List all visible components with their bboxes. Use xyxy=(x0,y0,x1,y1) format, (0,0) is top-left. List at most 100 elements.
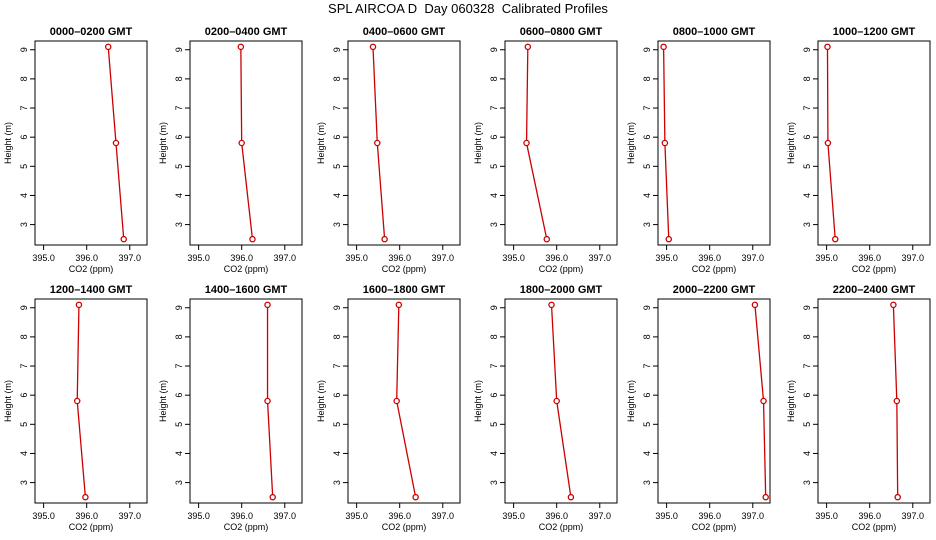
x-axis-label: CO2 (ppm) xyxy=(69,522,114,532)
y-tick-label: 9 xyxy=(332,47,342,52)
x-tick-label: 397.0 xyxy=(589,511,612,521)
x-tick-label: 396.0 xyxy=(230,253,253,263)
y-tick-label: 4 xyxy=(332,193,342,198)
y-tick-label: 5 xyxy=(19,422,29,427)
y-tick-label: 6 xyxy=(802,393,812,398)
x-axis-label: CO2 (ppm) xyxy=(539,264,584,274)
data-point xyxy=(824,139,832,147)
y-axis-label: Height (m) xyxy=(3,380,13,422)
x-tick-label: 395.0 xyxy=(32,511,55,521)
x-tick-label: 396.0 xyxy=(545,511,568,521)
x-tick-label: 397.0 xyxy=(274,511,297,521)
data-point xyxy=(269,493,276,501)
y-tick-label: 7 xyxy=(332,364,342,369)
y-tick-label: 4 xyxy=(489,193,499,198)
y-tick-label: 3 xyxy=(174,480,184,485)
profile-panel: 1400–1600 GMT 395.0 396.0 397.0 3 4 5 6 7 8 9 CO2 (… xyxy=(158,284,303,532)
y-tick-label: 8 xyxy=(332,76,342,81)
x-tick-label: 396.0 xyxy=(75,253,98,263)
panel-title: 1200–1400 GMT xyxy=(50,284,133,296)
data-point xyxy=(660,43,667,51)
y-tick-label: 4 xyxy=(19,193,29,198)
plot-frame xyxy=(817,298,931,504)
profile-panel: 2000–2200 GMT 395.0 396.0 397.0 3 4 5 6 7 8 9 CO2 (… xyxy=(626,284,771,532)
panel-title: 1600–1800 GMT xyxy=(363,284,446,296)
x-tick-label: 397.0 xyxy=(589,253,612,263)
y-tick-label: 5 xyxy=(802,422,812,427)
y-tick-label: 6 xyxy=(174,393,184,398)
panel-title: 0000–0200 GMT xyxy=(50,26,133,38)
x-tick-label: 395.0 xyxy=(345,253,368,263)
plot-frame xyxy=(504,40,618,246)
y-tick-label: 3 xyxy=(642,222,652,227)
x-axis-label: CO2 (ppm) xyxy=(69,264,114,274)
x-axis-label: CO2 (ppm) xyxy=(692,522,737,532)
plot-frame xyxy=(189,40,303,246)
x-tick-label: 396.0 xyxy=(388,253,411,263)
panel-title: 0800–1000 GMT xyxy=(673,26,756,38)
data-point xyxy=(567,493,575,501)
data-point xyxy=(395,301,403,309)
y-tick-label: 8 xyxy=(19,334,29,339)
y-tick-label: 5 xyxy=(332,422,342,427)
x-tick-label: 395.0 xyxy=(32,253,55,263)
y-axis-label: Height (m) xyxy=(3,122,13,164)
y-axis-label: Height (m) xyxy=(158,122,168,164)
x-tick-label: 396.0 xyxy=(858,253,881,263)
plot-frame xyxy=(657,298,771,504)
x-tick-label: 395.0 xyxy=(815,253,838,263)
data-point xyxy=(412,493,419,501)
y-tick-label: 5 xyxy=(489,164,499,169)
x-tick-label: 395.0 xyxy=(815,511,838,521)
y-axis-label: Height (m) xyxy=(626,380,636,422)
panel-title: 0400–0600 GMT xyxy=(363,26,446,38)
data-point xyxy=(524,43,532,51)
panel-title: 2000–2200 GMT xyxy=(673,284,756,296)
x-tick-label: 397.0 xyxy=(432,253,455,263)
y-axis-label: Height (m) xyxy=(626,122,636,164)
y-tick-label: 7 xyxy=(642,364,652,369)
x-axis-label: CO2 (ppm) xyxy=(224,264,269,274)
x-tick-label: 396.0 xyxy=(698,511,721,521)
y-tick-label: 5 xyxy=(642,422,652,427)
data-point xyxy=(73,397,81,405)
y-axis-label: Height (m) xyxy=(158,380,168,422)
y-tick-label: 8 xyxy=(19,76,29,81)
profile-panel: 0400–0600 GMT 395.0 396.0 397.0 3 4 5 6 7 8 9 CO2 (… xyxy=(316,26,461,274)
data-point xyxy=(665,235,673,243)
y-tick-label: 4 xyxy=(802,193,812,198)
y-tick-label: 4 xyxy=(642,451,652,456)
x-axis-label: CO2 (ppm) xyxy=(382,522,427,532)
data-point xyxy=(894,493,901,501)
y-tick-label: 8 xyxy=(489,76,499,81)
x-tick-label: 396.0 xyxy=(388,511,411,521)
figure-title: SPL AIRCOA D Day 060328 Calibrated Profi… xyxy=(328,1,608,16)
y-tick-label: 7 xyxy=(174,106,184,111)
y-tick-label: 7 xyxy=(19,364,29,369)
x-tick-label: 397.0 xyxy=(119,511,142,521)
x-tick-label: 397.0 xyxy=(432,511,455,521)
y-tick-label: 7 xyxy=(174,364,184,369)
y-tick-label: 7 xyxy=(489,364,499,369)
x-axis-label: CO2 (ppm) xyxy=(692,264,737,274)
y-tick-label: 6 xyxy=(332,135,342,140)
y-tick-label: 8 xyxy=(174,334,184,339)
plot-frame xyxy=(347,40,461,246)
y-axis-label: Height (m) xyxy=(786,380,796,422)
x-tick-label: 397.0 xyxy=(902,511,925,521)
y-tick-label: 6 xyxy=(802,135,812,140)
y-tick-label: 3 xyxy=(19,222,29,227)
data-point xyxy=(104,43,112,51)
x-tick-label: 395.0 xyxy=(502,253,525,263)
y-tick-label: 8 xyxy=(642,76,652,81)
panel-title: 1800–2000 GMT xyxy=(520,284,603,296)
y-tick-label: 7 xyxy=(19,106,29,111)
y-tick-label: 4 xyxy=(174,193,184,198)
plot-frame xyxy=(657,40,771,246)
y-tick-label: 6 xyxy=(174,135,184,140)
x-tick-label: 395.0 xyxy=(502,511,525,521)
y-tick-label: 8 xyxy=(174,76,184,81)
plot-frame xyxy=(817,40,931,246)
y-tick-label: 9 xyxy=(19,305,29,310)
